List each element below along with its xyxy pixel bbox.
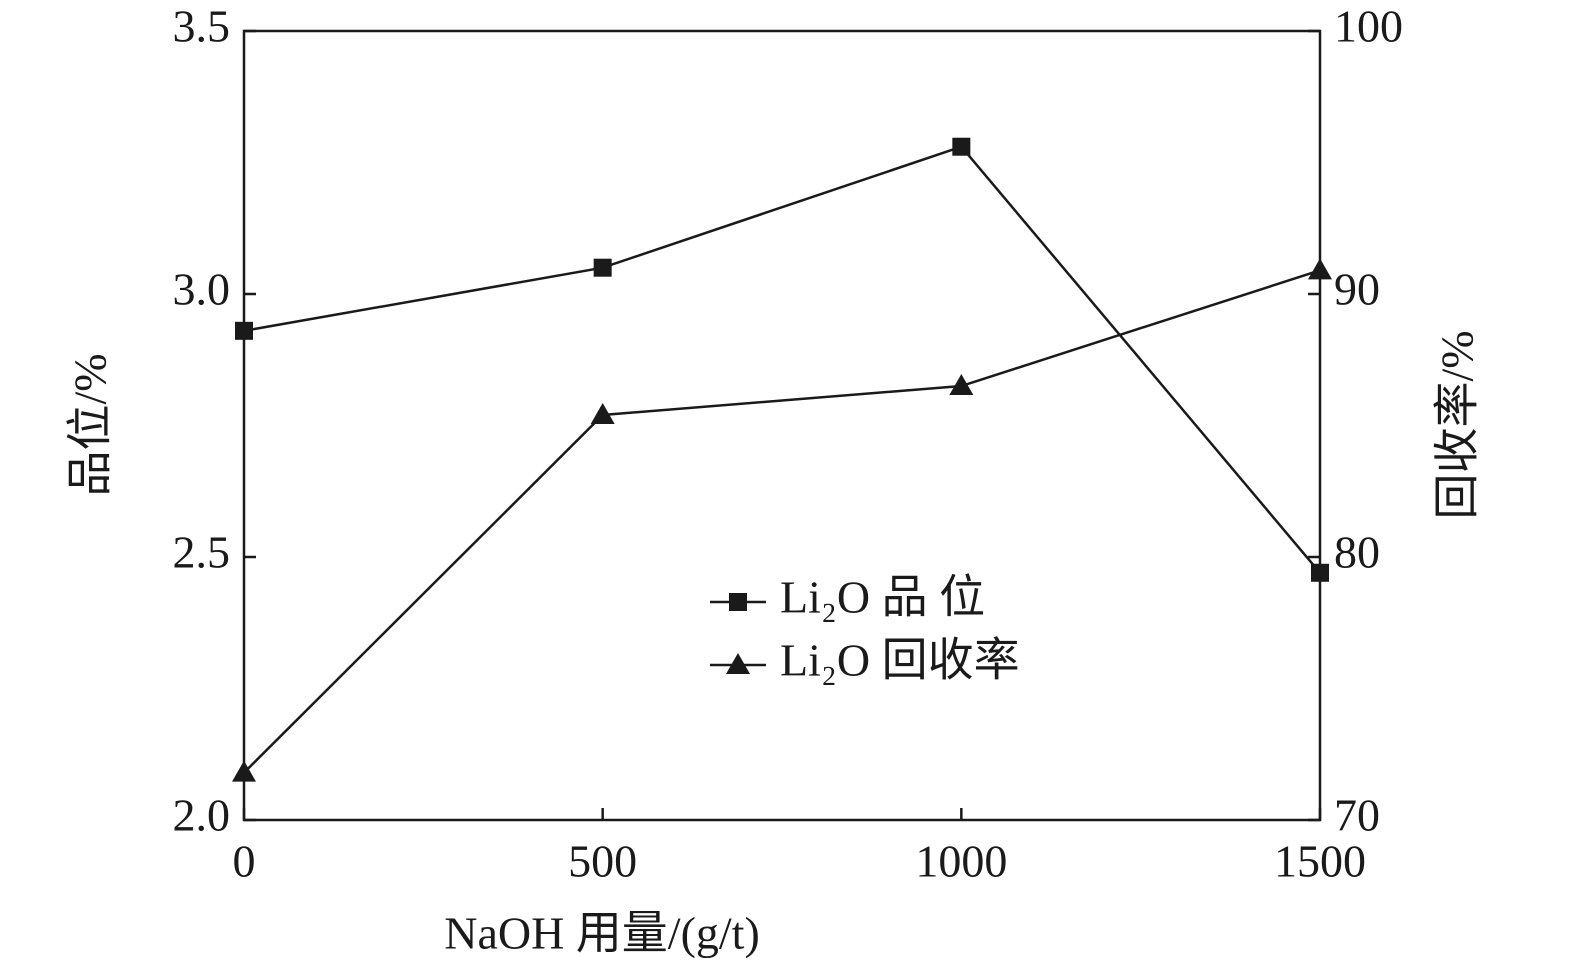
y2-tick-label: 90 [1334, 264, 1380, 315]
x-tick-label: 1500 [1274, 836, 1366, 887]
marker [232, 760, 256, 782]
marker [949, 374, 974, 396]
x-axis-label: NaOH 用量/(g/t) [444, 908, 760, 959]
y-tick-label: 3.0 [173, 264, 231, 315]
plot-frame [242, 29, 1322, 822]
series-line [243, 269, 1321, 774]
marker [1311, 563, 1329, 582]
y-tick-label: 2.0 [173, 790, 231, 841]
y2-tick-label: 70 [1334, 790, 1380, 841]
marker [726, 653, 750, 674]
y2-tick-label: 100 [1334, 1, 1403, 52]
marker [952, 137, 971, 156]
y-tick-label: 3.5 [173, 1, 231, 52]
x-tick-label: 0 [233, 836, 256, 887]
x-tick-label: 1000 [915, 836, 1007, 887]
marker [590, 402, 615, 424]
legend-label: Li₂O 回收率 [780, 635, 1020, 686]
marker [729, 593, 747, 611]
marker [593, 258, 612, 277]
y-axis-label: 品位/% [65, 353, 116, 496]
series-line [243, 145, 1321, 574]
marker [235, 321, 253, 340]
legend-label: Li₂O 品 位 [780, 572, 985, 623]
y-tick-label: 2.5 [173, 527, 231, 578]
y2-tick-label: 80 [1334, 527, 1380, 578]
y2-axis-label: 回收率/% [1432, 330, 1483, 519]
marker [1308, 258, 1332, 280]
x-tick-label: 500 [568, 836, 637, 887]
